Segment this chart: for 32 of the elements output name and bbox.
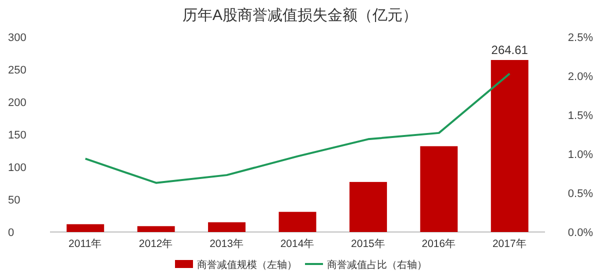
x-tick-label: 2012年 [138, 238, 174, 250]
line-series [84, 72, 511, 184]
bar [349, 182, 387, 232]
chart-title: 历年A股商誉减值损失金额（亿元） [182, 7, 418, 24]
y2-tick-label: 0.0% [568, 227, 594, 239]
y-tick-label: 100 [8, 162, 26, 174]
bar [490, 60, 528, 232]
y2-tick-label: 2.0% [568, 71, 594, 83]
y-tick-label: 250 [8, 64, 26, 76]
bar [420, 146, 458, 232]
legend-label: 商誉减值规模（左轴） [197, 259, 297, 271]
legend-label: 商誉减值占比（右轴） [327, 259, 427, 271]
y-tick-label: 50 [8, 194, 20, 206]
y2-tick-label: 0.5% [568, 188, 594, 200]
y2-tick-label: 1.5% [568, 110, 594, 122]
bar [208, 222, 246, 232]
bar [66, 224, 104, 232]
x-tick-label: 2011年 [68, 238, 102, 250]
y-tick-label: 0 [8, 227, 14, 239]
y2-tick-label: 2.5% [568, 32, 594, 44]
data-label: 264.61 [491, 43, 528, 58]
x-tick-label: 2014年 [280, 238, 315, 250]
x-tick-label: 2016年 [422, 238, 456, 250]
y2-tick-label: 1.0% [568, 149, 594, 161]
x-tick-label: 2017年 [492, 238, 527, 250]
y-tick-label: 150 [8, 130, 26, 142]
x-tick-label: 2013年 [210, 238, 244, 250]
y-tick-label: 200 [8, 97, 26, 109]
bar [137, 226, 175, 232]
x-tick-label: 2015年 [351, 238, 386, 250]
bar [278, 212, 316, 232]
y-tick-label: 300 [8, 32, 26, 44]
